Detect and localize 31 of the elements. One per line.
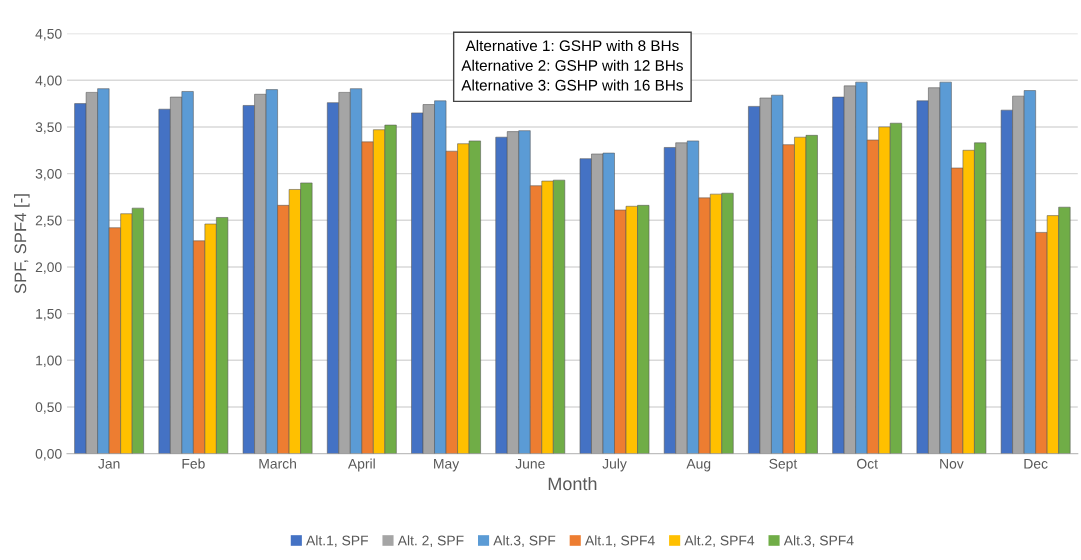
x-tick-label: March [259, 458, 296, 469]
x-tick-label: May [434, 458, 460, 472]
x-tick-label: Aug [686, 458, 711, 472]
y-tick-label: 3,00 [35, 168, 62, 181]
y-tick-label: 1,00 [36, 355, 62, 368]
y-axis-title: SPF, SPF4 [-] [14, 194, 30, 294]
legend-label: Alt.3, SPF [493, 535, 556, 548]
legend-label: Alt.1, SPF4 [584, 535, 655, 548]
y-tick-label: 0,00 [35, 448, 62, 461]
y-tick-label: 0,50 [35, 402, 62, 414]
y-tick-label: 4,50 [35, 28, 62, 41]
y-tick-label: 2,00 [35, 262, 62, 274]
x-axis-title: Month [548, 476, 597, 491]
x-tick-label: Dec [1024, 458, 1048, 469]
x-tick-label: June [515, 458, 545, 469]
y-tick-label: 4,00 [35, 75, 62, 88]
x-tick-label: Feb [182, 458, 205, 469]
y-tick-label: 3,50 [35, 122, 62, 134]
legend-label: Alt.2, SPF4 [684, 535, 755, 548]
x-tick-label: Oct [857, 458, 878, 469]
x-tick-label: Sept [769, 458, 798, 472]
y-tick-label: 2,50 [35, 215, 62, 228]
legend-label: Alt.3, SPF4 [783, 535, 854, 548]
legend-label: Alt.1, SPF [306, 535, 368, 548]
annotation: Alternative 1: GSHP with 8 BHs Alternative 2: GSHP with 12 BHs Alternative 3: GSHP with 16 BHs [461, 39, 683, 91]
legend-label: Alt. 2, SPF [397, 535, 464, 548]
x-tick-label: July [602, 458, 627, 472]
x-tick-label: Nov [940, 458, 964, 469]
y-tick-label: 1,50 [36, 308, 62, 321]
x-tick-label: Jan [98, 458, 120, 469]
x-tick-label: April [347, 458, 375, 472]
